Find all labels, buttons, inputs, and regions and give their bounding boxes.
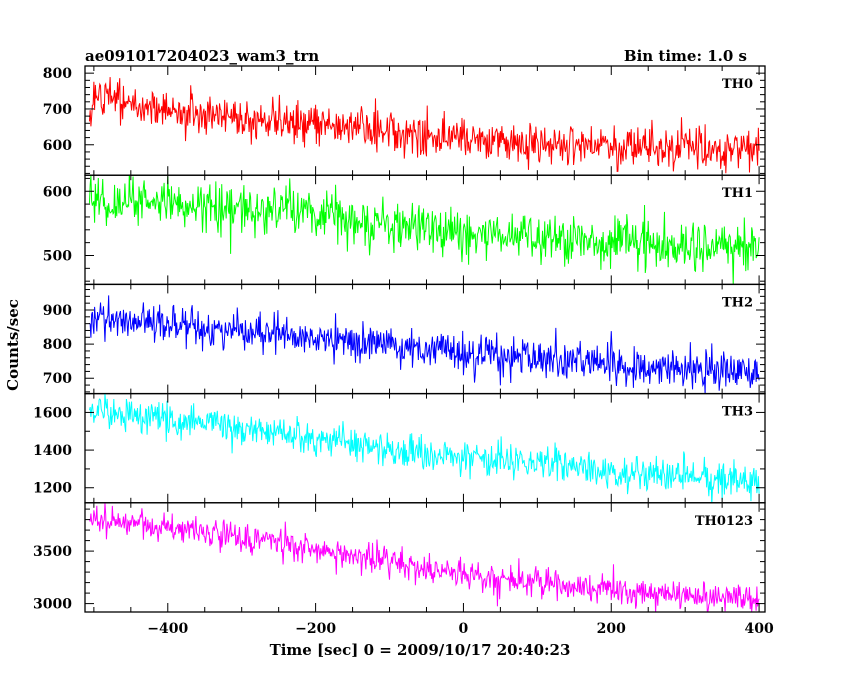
y-tick-label: 600 [43, 138, 72, 154]
y-tick-label: 1200 [33, 481, 72, 497]
y-tick-label: 800 [43, 66, 72, 82]
panels-group: 600 700 800 TH0 500 600 TH1 700 800 900 TH2 1200 140… [33, 65, 766, 613]
x-tick-label: −400 [147, 621, 188, 637]
series-line-th3 [88, 393, 760, 503]
panel-label: TH1 [722, 186, 753, 201]
x-tick-label: −200 [295, 621, 336, 637]
x-tick-label: 0 [459, 621, 469, 637]
x-axis: −400 −200 0 200 400 [147, 621, 774, 637]
panel-label: TH0 [722, 77, 753, 92]
y-tick-label: 800 [43, 337, 72, 353]
panel-th0: 600 700 800 TH0 [43, 65, 766, 176]
y-tick-label: 900 [43, 303, 72, 319]
chart-title: ae091017204023_wam3_trn [85, 47, 319, 65]
y-tick-label: 3500 [33, 544, 72, 560]
bin-time-label: Bin time: 1.0 s [624, 47, 747, 65]
x-tick-label: 400 [744, 621, 773, 637]
y-axis-title: Counts/sec [4, 299, 22, 391]
series-line-th1 [88, 175, 760, 285]
y-tick-label: 1600 [33, 405, 72, 421]
x-axis-title: Time [sec] 0 = 2009/10/17 20:40:23 [270, 641, 571, 659]
series-line-th0 [88, 77, 760, 174]
series-line-th2 [89, 295, 760, 394]
panel-th3: 1200 1400 1600 TH3 [33, 392, 766, 504]
y-tick-label: 700 [43, 371, 72, 387]
panel-th1: 500 600 TH1 [43, 174, 766, 286]
x-tick-label: 200 [597, 621, 626, 637]
panel-th2: 700 800 900 TH2 [43, 283, 766, 395]
y-tick-label: 3000 [33, 597, 72, 613]
panel-label: TH2 [722, 295, 753, 310]
panel-frame [84, 174, 766, 286]
panel-frame [84, 502, 766, 613]
y-tick-label: 700 [43, 102, 72, 118]
panel-label: TH3 [722, 405, 753, 420]
y-tick-label: 500 [43, 248, 72, 264]
panel-th0123: 3000 3500 TH0123 [33, 502, 766, 613]
series-line-th0123 [88, 502, 760, 612]
y-tick-label: 1400 [33, 443, 72, 459]
panel-label: TH0123 [695, 514, 753, 529]
y-tick-label: 600 [43, 184, 72, 200]
